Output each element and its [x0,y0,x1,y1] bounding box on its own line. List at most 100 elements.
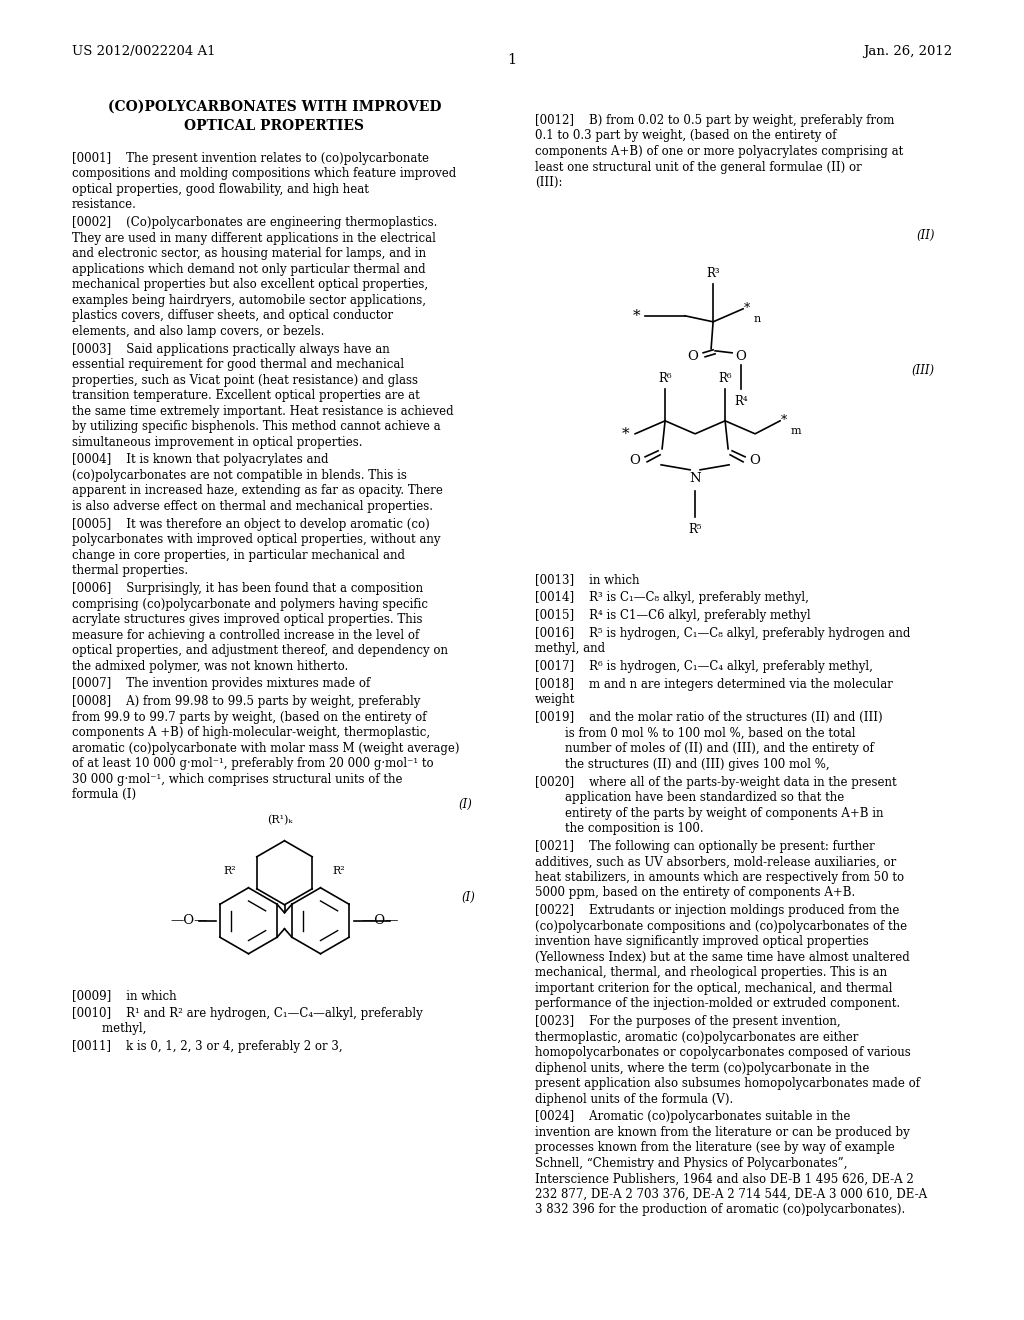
Text: resistance.: resistance. [72,198,137,211]
Text: heat stabilizers, in amounts which are respectively from 50 to: heat stabilizers, in amounts which are r… [535,871,904,884]
Text: and electronic sector, as housing material for lamps, and in: and electronic sector, as housing materi… [72,247,426,260]
Text: application have been standardized so that the: application have been standardized so th… [535,791,844,804]
Text: performance of the injection-molded or extruded component.: performance of the injection-molded or e… [535,997,900,1010]
Text: [0012]    B) from 0.02 to 0.5 part by weight, preferably from: [0012] B) from 0.02 to 0.5 part by weigh… [535,114,894,127]
Text: (I): (I) [461,891,475,904]
Text: [0020]    where all of the parts-by-weight data in the present: [0020] where all of the parts-by-weight … [535,776,897,788]
Text: [0010]    R¹ and R² are hydrogen, C₁—C₄—alkyl, preferably: [0010] R¹ and R² are hydrogen, C₁—C₄—alk… [72,1007,423,1019]
Text: diphenol units of the formula (V).: diphenol units of the formula (V). [535,1093,733,1106]
Text: 232 877, DE-A 2 703 376, DE-A 2 714 544, DE-A 3 000 610, DE-A: 232 877, DE-A 2 703 376, DE-A 2 714 544,… [535,1188,927,1201]
Text: R²: R² [333,866,345,875]
Text: [0001]    The present invention relates to (co)polycarbonate: [0001] The present invention relates to … [72,152,429,165]
Text: diphenol units, where the term (co)polycarbonate in the: diphenol units, where the term (co)polyc… [535,1061,869,1074]
Text: the admixed polymer, was not known hitherto.: the admixed polymer, was not known hithe… [72,660,348,673]
Text: [0022]    Extrudants or injection moldings produced from the: [0022] Extrudants or injection moldings … [535,904,899,917]
Text: [0005]    It was therefore an object to develop aromatic (co): [0005] It was therefore an object to dev… [72,517,430,531]
Text: [0004]    It is known that polyacrylates and: [0004] It is known that polyacrylates an… [72,454,329,466]
Text: invention have significantly improved optical properties: invention have significantly improved op… [535,936,868,948]
Text: properties, such as Vicat point (heat resistance) and glass: properties, such as Vicat point (heat re… [72,374,418,387]
Text: [0007]    The invention provides mixtures made of: [0007] The invention provides mixtures m… [72,677,371,690]
Text: —O—: —O— [171,915,208,927]
Text: OPTICAL PROPERTIES: OPTICAL PROPERTIES [184,119,365,133]
Text: N: N [689,473,700,486]
Text: R⁵: R⁵ [688,523,701,536]
Text: O: O [750,454,761,467]
Text: m: m [791,426,801,436]
Text: methyl,: methyl, [72,1022,146,1035]
Text: (I): (I) [458,799,472,812]
Text: additives, such as UV absorbers, mold-release auxiliaries, or: additives, such as UV absorbers, mold-re… [535,855,896,869]
Text: mechanical, thermal, and rheological properties. This is an: mechanical, thermal, and rheological pro… [535,966,887,979]
Text: essential requirement for good thermal and mechanical: essential requirement for good thermal a… [72,358,404,371]
Text: (II): (II) [916,228,935,242]
Text: [0003]    Said applications practically always have an: [0003] Said applications practically alw… [72,343,390,355]
Text: polycarbonates with improved optical properties, without any: polycarbonates with improved optical pro… [72,533,440,546]
Text: entirety of the parts by weight of components A+B in: entirety of the parts by weight of compo… [535,807,884,820]
Text: formula (I): formula (I) [72,788,136,801]
Text: methyl, and: methyl, and [535,643,605,655]
Text: 3 832 396 for the production of aromatic (co)polycarbonates).: 3 832 396 for the production of aromatic… [535,1204,905,1217]
Text: of at least 10 000 g·mol⁻¹, preferably from 20 000 g·mol⁻¹ to: of at least 10 000 g·mol⁻¹, preferably f… [72,758,433,771]
Text: (co)polycarbonates are not compatible in blends. This is: (co)polycarbonates are not compatible in… [72,469,407,482]
Text: processes known from the literature (see by way of example: processes known from the literature (see… [535,1142,895,1155]
Text: least one structural unit of the general formulae (II) or: least one structural unit of the general… [535,161,862,173]
Text: acrylate structures gives improved optical properties. This: acrylate structures gives improved optic… [72,612,423,626]
Text: by utilizing specific bisphenols. This method cannot achieve a: by utilizing specific bisphenols. This m… [72,420,440,433]
Text: R²: R² [224,866,237,875]
Text: weight: weight [535,693,575,706]
Text: (CO)POLYCARBONATES WITH IMPROVED: (CO)POLYCARBONATES WITH IMPROVED [108,100,441,114]
Text: mechanical properties but also excellent optical properties,: mechanical properties but also excellent… [72,279,428,292]
Text: [0015]    R⁴ is C1—C6 alkyl, preferably methyl: [0015] R⁴ is C1—C6 alkyl, preferably met… [535,609,811,622]
Text: 30 000 g·mol⁻¹, which comprises structural units of the: 30 000 g·mol⁻¹, which comprises structur… [72,772,402,785]
Text: *: * [622,426,629,441]
Text: [0013]    in which: [0013] in which [535,573,640,586]
Text: Schnell, “Chemistry and Physics of Polycarbonates”,: Schnell, “Chemistry and Physics of Polyc… [535,1156,848,1170]
Text: *: * [744,302,751,315]
Text: O: O [630,454,641,467]
Text: present application also subsumes homopolycarbonates made of: present application also subsumes homopo… [535,1077,920,1090]
Text: Interscience Publishers, 1964 and also DE-B 1 495 626, DE-A 2: Interscience Publishers, 1964 and also D… [535,1172,913,1185]
Text: number of moles of (II) and (III), and the entirety of: number of moles of (II) and (III), and t… [535,742,873,755]
Text: O: O [688,350,698,363]
Text: R³: R³ [707,267,720,280]
Text: change in core properties, in particular mechanical and: change in core properties, in particular… [72,549,406,562]
Text: elements, and also lamp covers, or bezels.: elements, and also lamp covers, or bezel… [72,325,325,338]
Text: [0023]    For the purposes of the present invention,: [0023] For the purposes of the present i… [535,1015,841,1028]
Text: n: n [753,314,761,323]
Text: Jan. 26, 2012: Jan. 26, 2012 [863,45,952,58]
Text: measure for achieving a controlled increase in the level of: measure for achieving a controlled incre… [72,628,419,642]
Text: [0011]    k is 0, 1, 2, 3 or 4, preferably 2 or 3,: [0011] k is 0, 1, 2, 3 or 4, preferably … [72,1040,343,1053]
Text: thermal properties.: thermal properties. [72,564,188,577]
Text: applications which demand not only particular thermal and: applications which demand not only parti… [72,263,426,276]
Text: They are used in many different applications in the electrical: They are used in many different applicat… [72,232,436,244]
Text: R⁴: R⁴ [734,395,748,408]
Text: thermoplastic, aromatic (co)polycarbonates are either: thermoplastic, aromatic (co)polycarbonat… [535,1031,858,1044]
Text: [0024]    Aromatic (co)polycarbonates suitable in the: [0024] Aromatic (co)polycarbonates suita… [535,1110,850,1123]
Text: [0014]    R³ is C₁—C₈ alkyl, preferably methyl,: [0014] R³ is C₁—C₈ alkyl, preferably met… [535,591,809,605]
Text: [0021]    The following can optionally be present: further: [0021] The following can optionally be p… [535,840,874,853]
Text: optical properties, and adjustment thereof, and dependency on: optical properties, and adjustment there… [72,644,449,657]
Text: aromatic (co)polycarbonate with molar mass M (weight average): aromatic (co)polycarbonate with molar ma… [72,742,460,755]
Text: 5000 ppm, based on the entirety of components A+B.: 5000 ppm, based on the entirety of compo… [535,887,855,899]
Text: R⁶: R⁶ [718,372,732,385]
Text: [0019]    and the molar ratio of the structures (II) and (III): [0019] and the molar ratio of the struct… [535,711,883,725]
Text: *: * [781,414,787,428]
Text: [0002]    (Co)polycarbonates are engineering thermoplastics.: [0002] (Co)polycarbonates are engineerin… [72,216,437,230]
Text: plastics covers, diffuser sheets, and optical conductor: plastics covers, diffuser sheets, and op… [72,309,393,322]
Text: the structures (II) and (III) gives 100 mol %,: the structures (II) and (III) gives 100 … [535,758,829,771]
Text: the same time extremely important. Heat resistance is achieved: the same time extremely important. Heat … [72,405,454,417]
Text: (III):: (III): [535,176,562,189]
Text: US 2012/0022204 A1: US 2012/0022204 A1 [72,45,215,58]
Text: important criterion for the optical, mechanical, and thermal: important criterion for the optical, mec… [535,982,893,995]
Text: (R¹)ₖ: (R¹)ₖ [267,816,292,826]
Text: the composition is 100.: the composition is 100. [535,822,703,836]
Text: (Yellowness Index) but at the same time have almost unaltered: (Yellowness Index) but at the same time … [535,950,909,964]
Text: optical properties, good flowability, and high heat: optical properties, good flowability, an… [72,183,369,195]
Text: comprising (co)polycarbonate and polymers having specific: comprising (co)polycarbonate and polymer… [72,598,428,611]
Text: 0.1 to 0.3 part by weight, (based on the entirety of: 0.1 to 0.3 part by weight, (based on the… [535,129,837,143]
Text: simultaneous improvement in optical properties.: simultaneous improvement in optical prop… [72,436,362,449]
Text: invention are known from the literature or can be produced by: invention are known from the literature … [535,1126,909,1139]
Text: *: * [633,309,640,323]
Text: homopolycarbonates or copolycarbonates composed of various: homopolycarbonates or copolycarbonates c… [535,1045,910,1059]
Text: 1: 1 [508,53,516,67]
